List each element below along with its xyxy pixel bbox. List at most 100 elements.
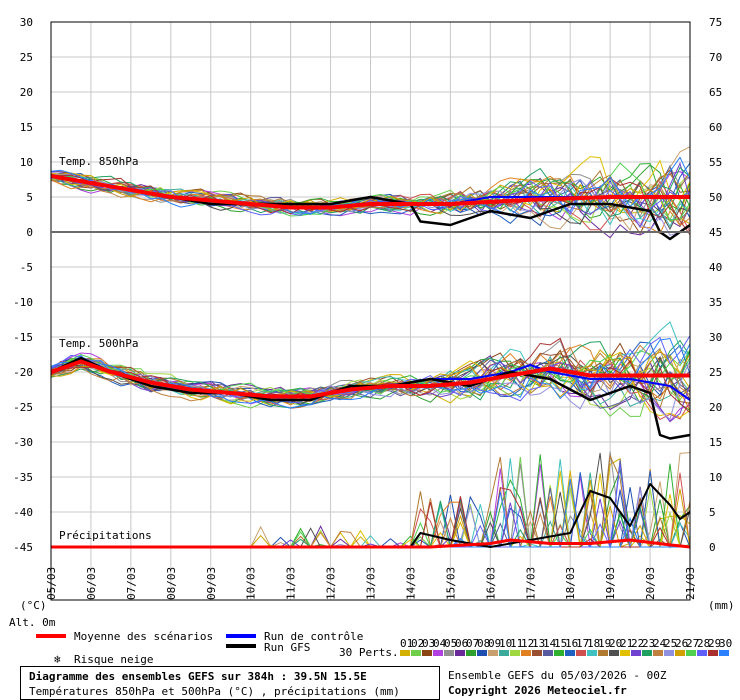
pert-number: 21: [620, 637, 633, 650]
pert-color-swatch: [477, 650, 487, 656]
right-tick-label: 15: [709, 436, 722, 449]
pert-number: 17: [576, 637, 589, 650]
panel-label: Précipitations: [59, 529, 152, 542]
mean-500-line: [50, 359, 690, 399]
pert-number: 27: [686, 637, 699, 650]
pert-color-swatch: [675, 650, 685, 656]
chart-labels: (°C) (mm) Alt. 0m Temp. 850hPa Temp. 500hPa P…: [9, 155, 735, 629]
gfs-precip-line: [51, 483, 691, 548]
x-tick-label: 18/03: [564, 567, 577, 600]
pert-color-swatch: [444, 650, 454, 656]
legend-snow-label: Risque neige: [74, 653, 153, 666]
mean-850-line: [50, 174, 690, 210]
left-tick-label: -45: [13, 541, 33, 554]
pert-color-swatch: [411, 650, 421, 656]
pert-number: 16: [565, 637, 578, 650]
left-unit-label: (°C): [20, 599, 47, 612]
pert-number: 13: [532, 637, 545, 650]
pert-number: 14: [543, 637, 557, 650]
chart-grid: [50, 21, 691, 600]
pert-color-swatch: [433, 650, 443, 656]
legend-mean-label: Moyenne des scénarios: [74, 630, 213, 643]
right-tick-label: 35: [709, 296, 722, 309]
left-tick-label: 5: [26, 191, 33, 204]
pert-number: 25: [664, 637, 677, 650]
x-tick-label: 13/03: [365, 567, 378, 600]
right-tick-label: 5: [709, 506, 716, 519]
right-unit-label: (mm): [708, 599, 735, 612]
x-tick-label: 07/03: [125, 567, 138, 600]
panel-label: Temp. 500hPa: [59, 337, 138, 350]
pert-color-swatch: [576, 650, 586, 656]
right-tick-label: 25: [709, 366, 722, 379]
legend-gfs-label: Run GFS: [264, 641, 310, 654]
gfs-500-line: [50, 356, 691, 440]
pert-number: 11: [510, 637, 523, 650]
pert-color-swatch: [422, 650, 432, 656]
pert-color-swatch: [499, 650, 509, 656]
x-tick-label: 09/03: [205, 567, 218, 600]
pert-color-swatch: [609, 650, 619, 656]
pert-number: 28: [697, 637, 710, 650]
x-tick-label: 20/03: [644, 567, 657, 600]
right-tick-label: 10: [709, 471, 722, 484]
pert-color-swatch: [554, 650, 564, 656]
pert-color-swatch: [488, 650, 498, 656]
x-tick-label: 16/03: [484, 567, 497, 600]
right-tick-label: 40: [709, 261, 722, 274]
pert-color-swatch: [455, 650, 465, 656]
pert-number: 05: [444, 637, 457, 650]
pert-color-swatch: [565, 650, 575, 656]
pert-number: 24: [653, 637, 667, 650]
x-tick-label: 08/03: [165, 567, 178, 600]
plot-frame: [50, 21, 691, 601]
pert-number: 08: [477, 637, 490, 650]
ensemble-member-500: [50, 354, 691, 411]
pert-color-swatch: [620, 650, 630, 656]
ensemble-member-850: [50, 174, 691, 235]
pert-color-swatch: [708, 650, 718, 656]
right-tick-label: 75: [709, 16, 722, 29]
left-tick-label: 0: [26, 226, 33, 239]
pert-number: 23: [642, 637, 655, 650]
pert-number: 03: [422, 637, 435, 650]
legend-perts-label: 30 Perts.: [339, 646, 399, 659]
right-tick-label: 0: [709, 541, 716, 554]
x-tick-label: 14/03: [404, 567, 417, 600]
legend-control-label: Run de contrôle: [264, 630, 363, 643]
x-tick-label: 11/03: [285, 567, 298, 600]
pert-number: 26: [675, 637, 688, 650]
pert-number: 18: [587, 637, 600, 650]
main-series: [50, 174, 691, 549]
pert-number: 15: [554, 637, 567, 650]
left-tick-label: -40: [13, 506, 33, 519]
right-tick-label: 45: [709, 226, 722, 239]
pert-color-swatch: [510, 650, 520, 656]
left-tick-label: 30: [20, 16, 33, 29]
pert-number: 12: [521, 637, 534, 650]
pert-number: 01: [400, 637, 413, 650]
left-tick-label: -30: [13, 436, 33, 449]
legend: Moyenne des scénarios Run de contrôleRun …: [36, 630, 732, 666]
pert-color-swatch: [466, 650, 476, 656]
left-tick-label: 25: [20, 51, 33, 64]
footer-title: Diagramme des ensembles GEFS sur 384h : …: [29, 670, 367, 683]
pert-color-swatch: [587, 650, 597, 656]
pert-color-swatch: [521, 650, 531, 656]
pert-color-swatch: [686, 650, 696, 656]
pert-number: 04: [433, 637, 447, 650]
pert-number: 22: [631, 637, 644, 650]
run-info: Ensemble GEFS du 05/03/2026 - 00Z: [448, 669, 667, 682]
right-tick-label: 65: [709, 86, 722, 99]
pert-number: 09: [488, 637, 501, 650]
x-tick-label: 06/03: [85, 567, 98, 600]
pert-number: 02: [411, 637, 424, 650]
mean-precip-line: [51, 538, 691, 549]
pert-color-swatch: [400, 650, 410, 656]
pert-number: 06: [455, 637, 468, 650]
left-tick-label: -25: [13, 401, 33, 414]
left-tick-label: -15: [13, 331, 33, 344]
chart-axes: 302520151050-5-10-15-20-25-30-35-40-4575…: [13, 16, 722, 601]
x-tick-label: 17/03: [524, 567, 537, 600]
